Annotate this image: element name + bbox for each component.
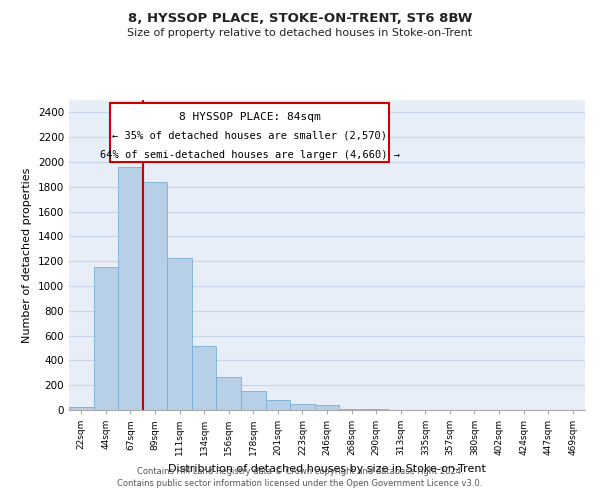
Bar xyxy=(167,258,192,410)
Bar xyxy=(339,409,364,410)
Text: Size of property relative to detached houses in Stoke-on-Trent: Size of property relative to detached ho… xyxy=(127,28,473,38)
Y-axis label: Number of detached properties: Number of detached properties xyxy=(22,168,32,342)
Text: 8, HYSSOP PLACE, STOKE-ON-TRENT, ST6 8BW: 8, HYSSOP PLACE, STOKE-ON-TRENT, ST6 8BW xyxy=(128,12,472,26)
Bar xyxy=(192,346,217,410)
Bar xyxy=(241,392,266,410)
Bar xyxy=(69,407,94,410)
Text: ← 35% of detached houses are smaller (2,570): ← 35% of detached houses are smaller (2,… xyxy=(112,131,387,141)
FancyBboxPatch shape xyxy=(110,103,389,162)
X-axis label: Distribution of detached houses by size in Stoke-on-Trent: Distribution of detached houses by size … xyxy=(168,464,486,473)
Bar xyxy=(315,405,339,410)
Text: 64% of semi-detached houses are larger (4,660) →: 64% of semi-detached houses are larger (… xyxy=(100,150,400,160)
Bar xyxy=(143,182,167,410)
Bar xyxy=(217,376,241,410)
Text: Contains HM Land Registry data © Crown copyright and database right 2024.: Contains HM Land Registry data © Crown c… xyxy=(137,467,463,476)
Text: 8 HYSSOP PLACE: 84sqm: 8 HYSSOP PLACE: 84sqm xyxy=(179,112,320,122)
Bar xyxy=(266,400,290,410)
Text: Contains public sector information licensed under the Open Government Licence v3: Contains public sector information licen… xyxy=(118,478,482,488)
Bar xyxy=(94,267,118,410)
Bar xyxy=(290,404,315,410)
Bar xyxy=(118,167,143,410)
